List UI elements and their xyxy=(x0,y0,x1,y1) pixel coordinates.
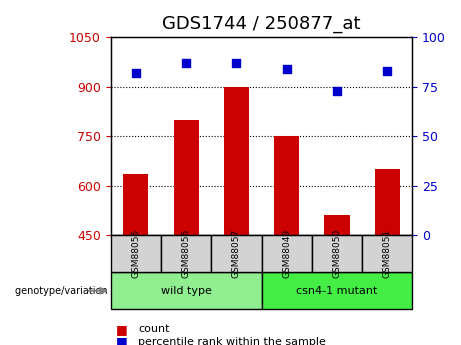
Text: GSM88057: GSM88057 xyxy=(232,229,241,278)
Bar xyxy=(124,174,148,235)
Point xyxy=(183,60,190,66)
Text: GSM88049: GSM88049 xyxy=(282,229,291,278)
Point xyxy=(384,68,391,73)
Bar xyxy=(174,120,199,235)
Text: GSM88051: GSM88051 xyxy=(383,229,392,278)
Point xyxy=(283,66,290,71)
FancyBboxPatch shape xyxy=(161,235,211,272)
FancyBboxPatch shape xyxy=(111,235,161,272)
Bar xyxy=(325,215,349,235)
Title: GDS1744 / 250877_at: GDS1744 / 250877_at xyxy=(162,15,361,33)
Point xyxy=(132,70,140,76)
Text: GSM88056: GSM88056 xyxy=(182,229,191,278)
Text: genotype/variation: genotype/variation xyxy=(15,286,111,296)
Bar xyxy=(224,87,249,235)
Text: csn4-1 mutant: csn4-1 mutant xyxy=(296,286,378,296)
Text: GSM88055: GSM88055 xyxy=(131,229,141,278)
Text: GSM88050: GSM88050 xyxy=(332,229,342,278)
Point xyxy=(233,60,240,66)
Point xyxy=(333,88,341,93)
Text: percentile rank within the sample: percentile rank within the sample xyxy=(138,337,326,345)
FancyBboxPatch shape xyxy=(261,272,413,309)
Text: ■: ■ xyxy=(116,323,128,336)
Text: count: count xyxy=(138,325,170,334)
Bar xyxy=(274,136,299,235)
Text: ■: ■ xyxy=(116,335,128,345)
FancyBboxPatch shape xyxy=(111,272,261,309)
FancyBboxPatch shape xyxy=(211,235,261,272)
Bar xyxy=(375,169,400,235)
Text: wild type: wild type xyxy=(161,286,212,296)
FancyBboxPatch shape xyxy=(362,235,413,272)
FancyBboxPatch shape xyxy=(312,235,362,272)
FancyBboxPatch shape xyxy=(261,235,312,272)
